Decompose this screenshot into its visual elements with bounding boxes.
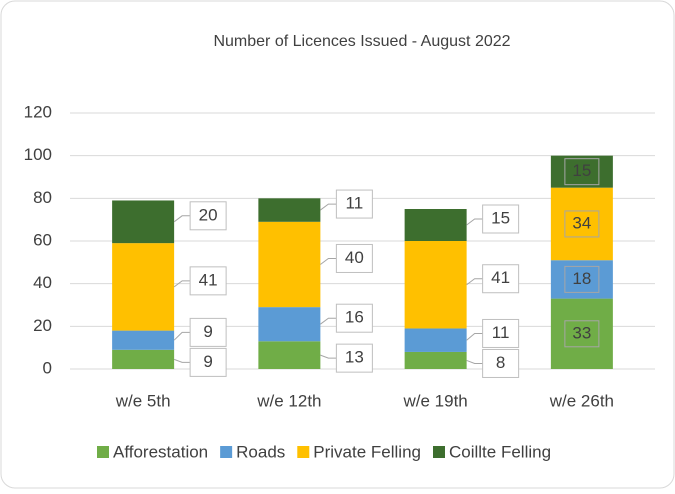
bar-segment: [112, 200, 175, 244]
bar-segment: [112, 243, 175, 331]
bar-segment: [258, 307, 321, 342]
data-label: 41: [199, 270, 218, 289]
data-label: 16: [345, 308, 364, 327]
leader-line: [173, 280, 191, 288]
x-tick-label: w/e 5th: [115, 391, 171, 410]
x-tick-label: w/e 19th: [402, 391, 467, 410]
data-label-box: [335, 343, 373, 373]
bar-segment: [550, 298, 613, 369]
bar-segment: [404, 328, 467, 352]
data-label-box: [482, 264, 520, 294]
data-label-box: [564, 265, 600, 293]
legend-label: Roads: [236, 442, 285, 461]
bar-segment: [112, 349, 175, 369]
data-label-box: [189, 201, 227, 231]
y-tick-label: 0: [43, 358, 52, 377]
leader-line: [320, 257, 337, 265]
bar-segment: [404, 241, 467, 329]
legend-swatch: [97, 446, 109, 458]
legend-label: Afforestation: [113, 442, 208, 461]
data-label-box: [564, 158, 600, 186]
bar-segment: [112, 330, 175, 350]
leader-line: [173, 331, 191, 341]
data-label-box: [189, 317, 227, 347]
leader-line: [466, 278, 483, 286]
data-label: 15: [572, 161, 591, 180]
data-label-box: [335, 303, 373, 333]
data-label-box: [189, 347, 227, 377]
leader-line: [466, 359, 483, 364]
bar-segment: [258, 341, 321, 369]
data-label: 34: [572, 213, 591, 232]
legend-swatch: [297, 446, 310, 458]
x-tick-label: w/e 12th: [256, 391, 321, 410]
legend-label: Coillte Felling: [449, 442, 551, 461]
bar-segment: [258, 198, 321, 222]
data-label-box: [335, 189, 373, 219]
data-label-box: [189, 266, 227, 296]
data-label: 13: [345, 348, 364, 367]
data-label-box: [564, 210, 600, 238]
leader-line: [320, 317, 337, 325]
chart-title: Number of Licences Issued - August 2022: [213, 33, 510, 50]
legend-swatch: [433, 446, 445, 458]
data-label-box: [482, 318, 520, 348]
data-label: 8: [496, 353, 505, 372]
y-tick-label: 40: [33, 273, 52, 292]
leader-line: [173, 215, 191, 223]
bar-segment: [550, 155, 613, 188]
y-tick-label: 120: [24, 102, 52, 121]
data-label: 9: [203, 322, 212, 341]
data-label: 15: [491, 208, 510, 227]
leader-line: [320, 203, 337, 211]
x-tick-label: w/e 26th: [549, 391, 614, 410]
y-tick-label: 80: [33, 188, 52, 207]
y-tick-label: 100: [24, 145, 52, 164]
leader-line: [466, 332, 483, 341]
leader-line: [320, 354, 337, 359]
bar-segment: [404, 351, 467, 369]
data-label-box: [482, 204, 520, 234]
data-label: 11: [346, 194, 364, 213]
y-tick-label: 20: [33, 316, 52, 335]
bar-segment: [258, 221, 321, 308]
bar-segment: [550, 187, 613, 261]
data-label-box: [335, 243, 373, 273]
data-label-box: [482, 348, 520, 378]
legend-label: Private Felling: [313, 442, 421, 461]
bar-segment: [404, 209, 467, 241]
data-label-box: [564, 320, 600, 348]
y-tick-label: 60: [33, 230, 52, 249]
leader-line: [466, 218, 483, 226]
data-label: 20: [199, 205, 218, 224]
leader-line: [173, 358, 191, 363]
data-label: 18: [572, 269, 591, 288]
data-label: 41: [491, 268, 510, 287]
data-label: 40: [345, 248, 364, 267]
data-label: 9: [203, 352, 212, 371]
data-label: 11: [492, 323, 510, 342]
data-label: 33: [572, 323, 591, 342]
legend-swatch: [220, 446, 233, 458]
